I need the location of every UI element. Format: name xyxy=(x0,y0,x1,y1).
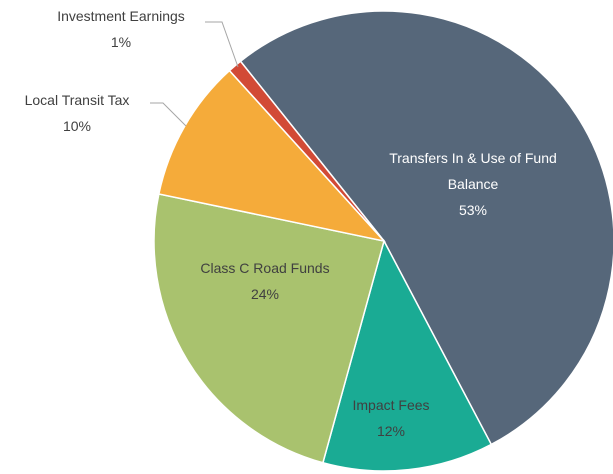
pie-slice xyxy=(157,69,387,243)
pie-slice xyxy=(321,238,493,472)
slice-label: Impact Fees 12% xyxy=(331,392,451,444)
value-label: 53% xyxy=(458,202,488,218)
leader-line xyxy=(205,21,239,68)
category-label: Investment Earnings xyxy=(57,8,185,24)
value-label: 24% xyxy=(250,286,280,302)
slice-label: Local Transit Tax 10% xyxy=(0,87,157,139)
slice-label: Investment Earnings 1% xyxy=(21,3,221,55)
leader-line xyxy=(150,102,187,127)
value-label: 1% xyxy=(110,34,132,50)
value-label: 12% xyxy=(376,423,406,439)
slice-label: Class C Road Funds 24% xyxy=(165,255,365,307)
category-label: Class C Road Funds xyxy=(200,260,330,276)
category-label: Impact Fees xyxy=(352,397,430,413)
value-label: 10% xyxy=(62,118,92,134)
pie-slice xyxy=(239,10,613,446)
category-label: Transfers In & Use of Fund Balance xyxy=(389,150,557,192)
pie-slice xyxy=(153,193,385,464)
category-label: Local Transit Tax xyxy=(24,92,130,108)
pie-slice xyxy=(228,60,385,242)
slice-label: Transfers In & Use of Fund Balance 53% xyxy=(388,145,558,223)
